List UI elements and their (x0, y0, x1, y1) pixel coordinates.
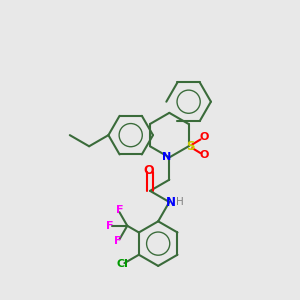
Text: S: S (186, 140, 194, 153)
Text: F: F (106, 221, 113, 231)
Text: O: O (200, 151, 209, 160)
Text: H: H (176, 197, 184, 207)
Text: Cl: Cl (117, 259, 129, 269)
Text: F: F (116, 205, 123, 215)
Text: F: F (114, 236, 122, 246)
Text: O: O (200, 132, 209, 142)
Text: O: O (144, 164, 154, 177)
Text: N: N (162, 152, 172, 162)
Text: N: N (166, 196, 176, 208)
